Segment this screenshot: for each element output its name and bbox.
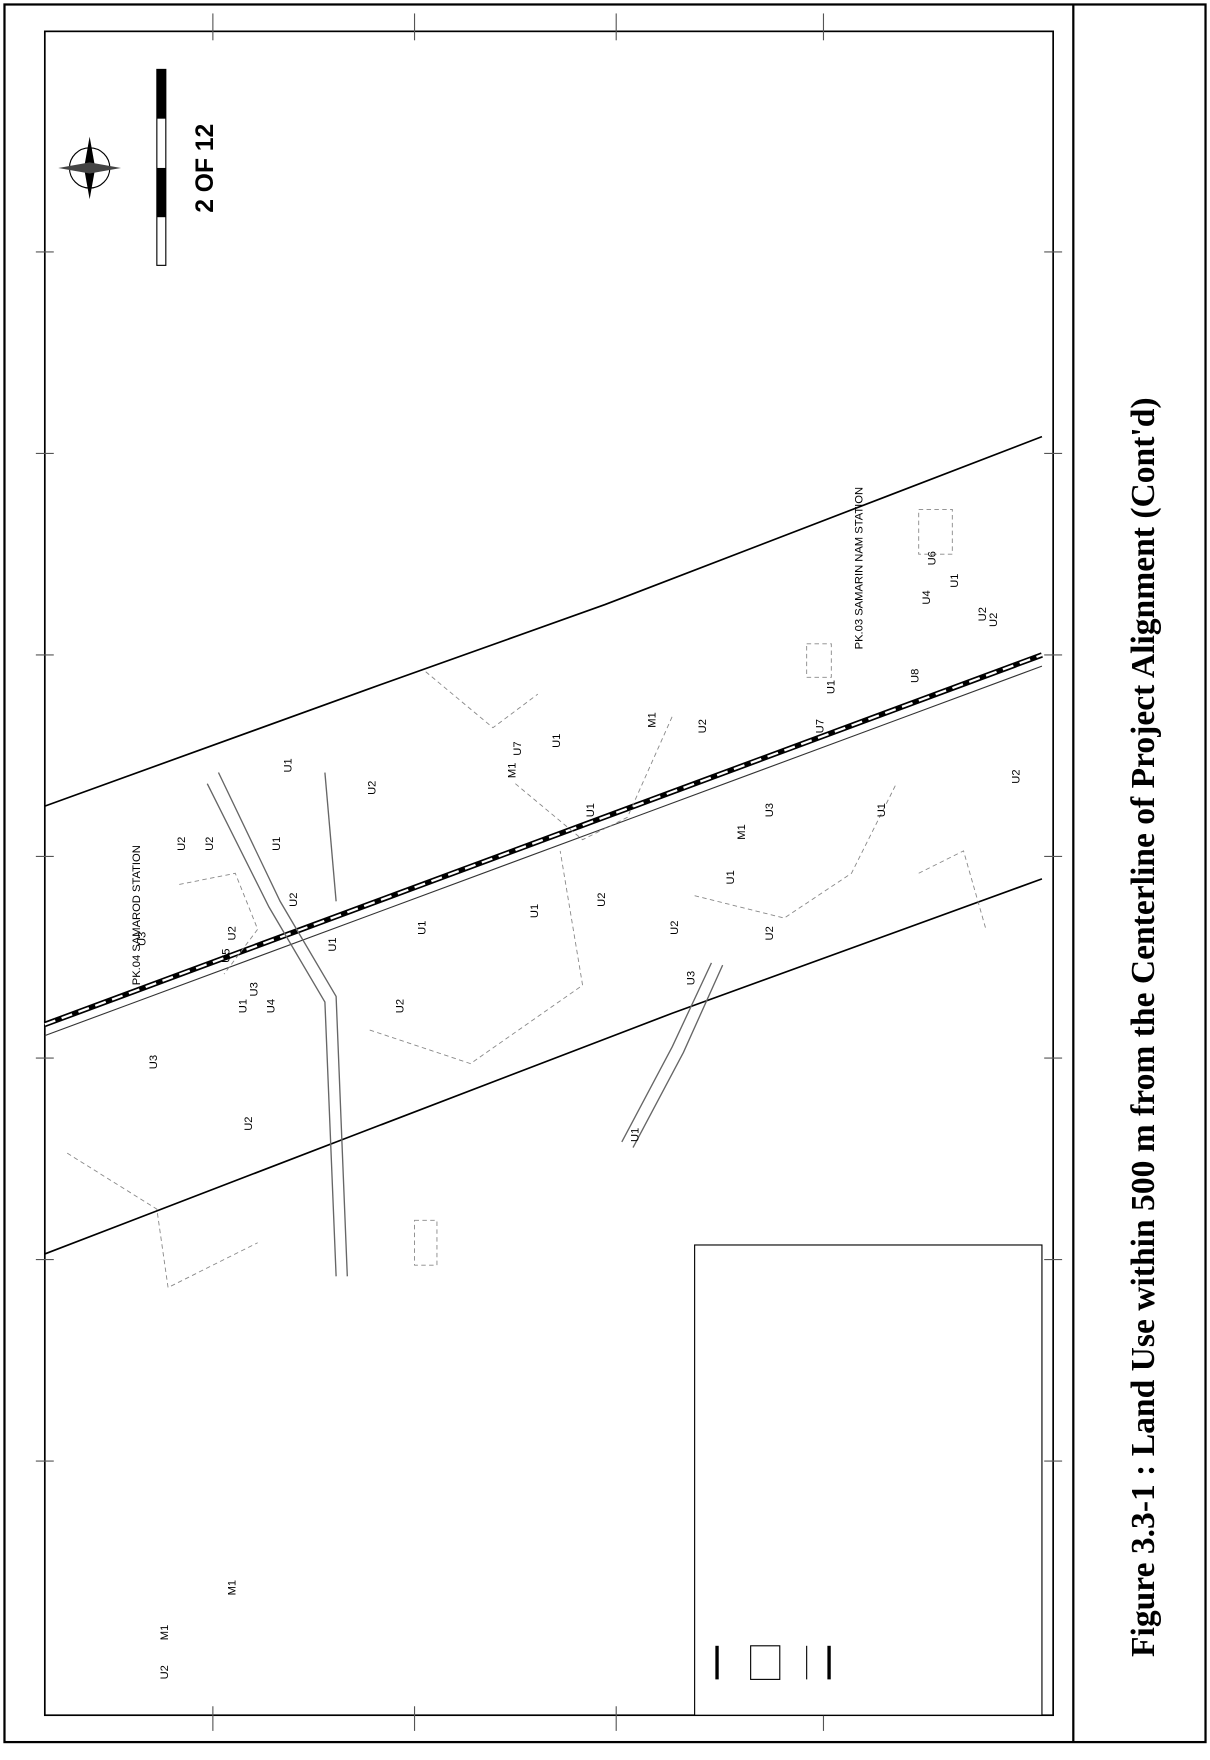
land-use-code: M1 — [646, 712, 658, 728]
land-use-code: U1 — [417, 921, 429, 935]
land-use-code: M1 — [159, 1625, 171, 1641]
land-use-code: U1 — [282, 758, 294, 772]
land-use-code: U3 — [137, 932, 149, 946]
land-use-code: U7 — [814, 719, 826, 733]
land-use-code: U1 — [271, 837, 283, 851]
land-use-code: U2 — [176, 837, 188, 851]
page: 2 OF 12 PK.04 SAMAROD STATION PK.03 SAMAR… — [0, 0, 1210, 1760]
land-use-code: U5 — [221, 949, 233, 963]
land-use-code: U2 — [596, 893, 608, 907]
land-use-code: M1 — [736, 824, 748, 840]
land-use-code: U2 — [988, 613, 1000, 627]
land-use-code: U1 — [551, 734, 563, 748]
land-use-code: M1 — [506, 763, 518, 779]
land-use-code: U1 — [585, 803, 597, 817]
scale-bar — [157, 69, 166, 265]
figure-caption: Figure 3.3-1 : Land Use within 500 m fro… — [1125, 397, 1162, 1657]
land-use-code: U1 — [327, 937, 339, 951]
land-use-code: U1 — [237, 999, 249, 1013]
sheet-number: 2 OF 12 — [192, 124, 219, 213]
land-use-code: U1 — [529, 904, 541, 918]
land-use-code: U2 — [226, 926, 238, 940]
land-use-code: U2 — [204, 837, 216, 851]
land-use-code: U2 — [669, 921, 681, 935]
land-use-code: U1 — [949, 573, 961, 587]
land-use-code: U2 — [243, 1116, 255, 1130]
land-use-code: U4 — [921, 590, 933, 604]
land-use-code: U3 — [249, 982, 261, 996]
legend-box — [695, 1245, 1042, 1715]
land-use-code: U2 — [288, 893, 300, 907]
land-use-code: U8 — [910, 669, 922, 683]
land-use-code: U3 — [148, 1055, 160, 1069]
land-use-code: U1 — [725, 870, 737, 884]
land-use-code: U2 — [764, 926, 776, 940]
land-use-code: U2 — [1011, 769, 1023, 783]
land-use-code: U1 — [630, 1128, 642, 1142]
land-use-code: U3 — [686, 971, 698, 985]
land-use-code: U2 — [697, 719, 709, 733]
land-use-code: U7 — [512, 741, 524, 755]
land-use-code: M1 — [226, 1580, 238, 1596]
land-use-code: U2 — [394, 999, 406, 1013]
land-use-code: U1 — [876, 803, 888, 817]
land-use-code: U4 — [265, 999, 277, 1013]
land-use-code: U3 — [764, 803, 776, 817]
station-label: PK.04 SAMAROD STATION — [131, 845, 143, 985]
land-use-code: U1 — [826, 680, 838, 694]
station-label: PK.03 SAMARIN NAM STATION — [854, 487, 866, 649]
land-use-code: U2 — [159, 1665, 171, 1679]
map-sheet: 2 OF 12 PK.04 SAMAROD STATION PK.03 SAMAR… — [0, 0, 1210, 1760]
land-use-code: U6 — [927, 551, 939, 565]
land-use-code: U2 — [366, 781, 378, 795]
